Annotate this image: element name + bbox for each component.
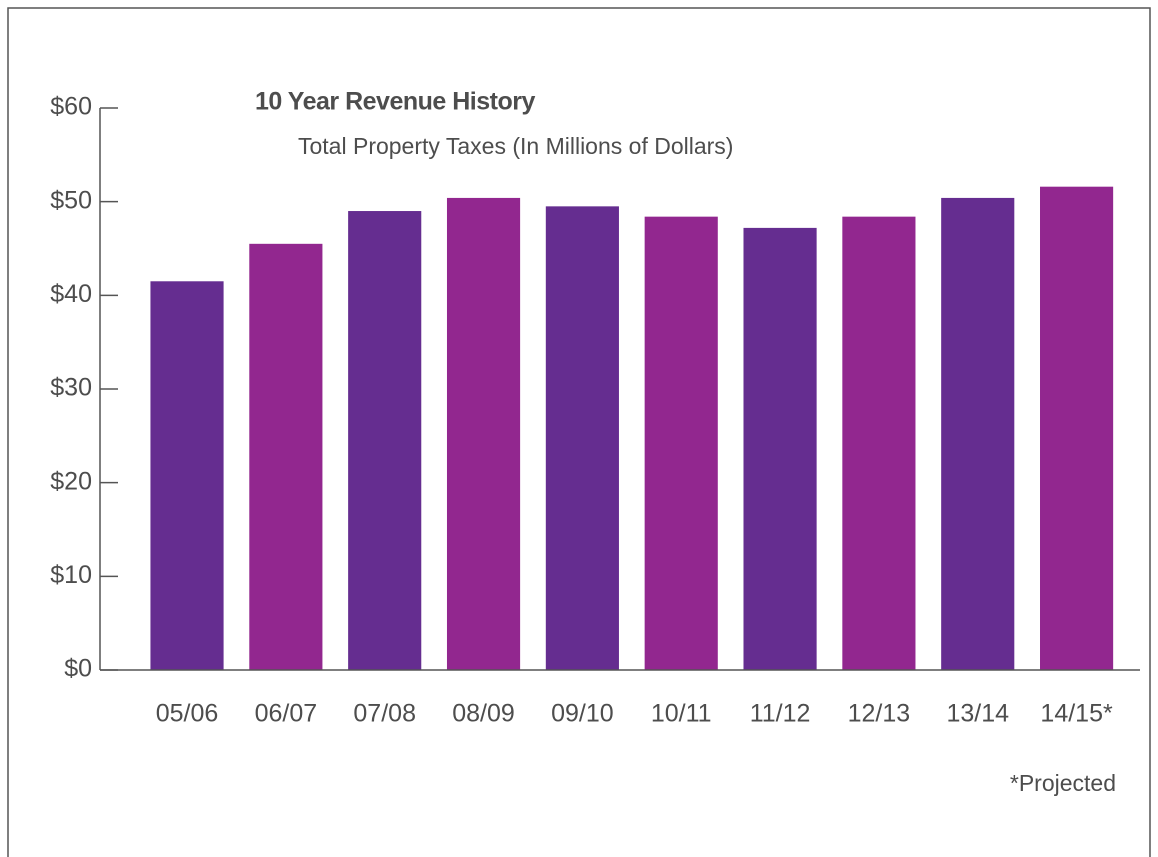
chart-subtitle: Total Property Taxes (In Millions of Dol… [298,133,733,159]
x-tick-label: 05/06 [156,700,219,728]
bar [446,197,521,671]
bar [249,243,323,671]
x-tick-label: 07/08 [353,700,416,728]
chart-title: 10 Year Revenue History [255,88,535,116]
bar [743,227,817,671]
y-tick-label: $50 [50,186,92,214]
x-tick-label: 08/09 [452,700,515,728]
x-tick-label: 06/07 [255,700,318,728]
x-tick-label: 12/13 [848,700,911,728]
x-tick-label: 14/15* [1040,700,1113,728]
y-tick-label: $30 [50,374,92,402]
frame [7,7,1151,857]
x-tick-label: 10/11 [651,700,712,728]
bar [150,281,224,670]
bar [348,211,422,671]
x-tick-label: 13/14 [946,700,1009,728]
bar [644,216,718,671]
y-tick-label: $40 [50,280,92,308]
y-tick-label: $20 [50,467,92,495]
bar [1040,186,1114,670]
x-tick-label: 09/10 [551,700,614,728]
bar [842,216,916,671]
bar [545,206,619,670]
bar [941,197,1015,671]
y-tick-label: $0 [64,655,92,683]
y-tick-label: $60 [50,93,92,121]
x-tick-label: 11/12 [750,700,811,728]
y-tick-label: $10 [50,561,92,589]
annotation: *Projected [1010,770,1116,796]
